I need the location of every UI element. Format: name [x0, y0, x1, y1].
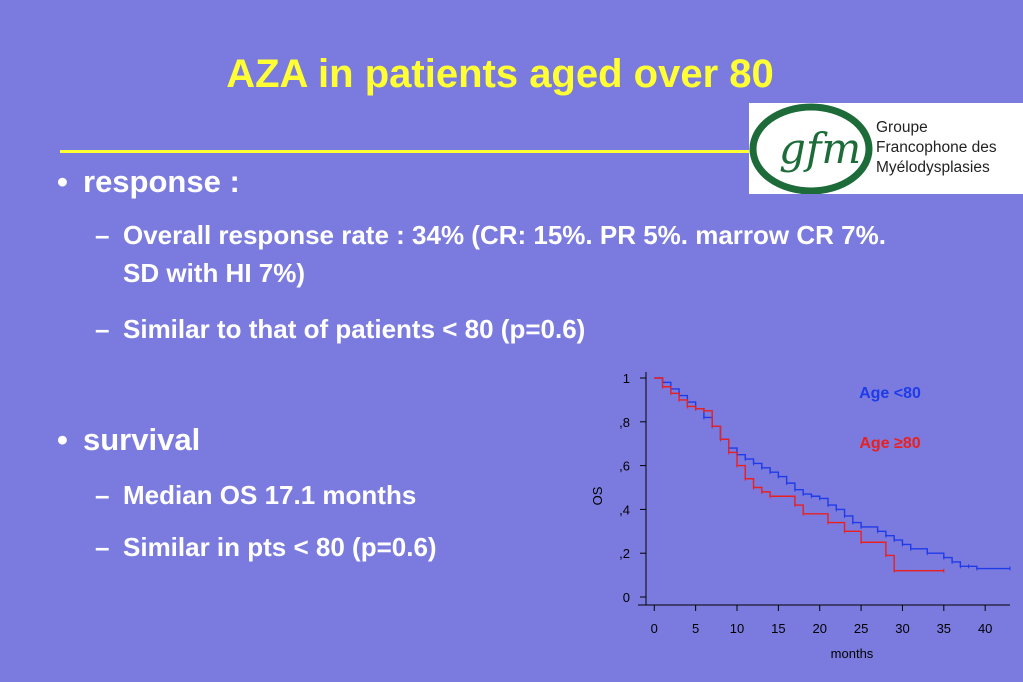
- logo-line-1: Groupe: [876, 119, 928, 136]
- sub-bullet-median-os-text: Median OS 17.1 months: [123, 480, 417, 510]
- sub-bullet-similar-survival-text: Similar in pts < 80 (p=0.6): [123, 532, 437, 562]
- legend-label: Age ≥80: [859, 435, 920, 452]
- bullet-symbol: •: [57, 164, 68, 199]
- sub-bullet-response-rate: – Overall response rate : 34% (CR: 15%. …: [95, 216, 923, 292]
- x-tick-label: 40: [978, 621, 992, 636]
- sub-bullet-similar-response-text: Similar to that of patients < 80 (p=0.6): [123, 314, 586, 344]
- bullet-survival: • survival: [57, 422, 201, 458]
- bullet-symbol: •: [57, 422, 68, 457]
- y-tick-label: 1: [623, 371, 630, 386]
- slide-title: AZA in patients aged over 80: [226, 52, 774, 96]
- sub-bullet-similar-response: – Similar to that of patients < 80 (p=0.…: [95, 310, 923, 348]
- chart-axes: 0 5 10 15 20 25 30 35 40 0 ,2 ,4 ,6 ,8 1: [619, 371, 1010, 636]
- x-tick-label: 0: [651, 621, 658, 636]
- y-tick-label: ,8: [619, 415, 630, 430]
- x-tick-label: 15: [771, 621, 785, 636]
- bullet-response-text: response :: [83, 164, 240, 199]
- survival-chart: 0 5 10 15 20 25 30 35 40 0 ,2 ,4 ,6 ,8 1 Age <80 Age ≥8…: [590, 371, 1011, 661]
- series-line: [654, 377, 1010, 570]
- x-tick-label: 30: [895, 621, 909, 636]
- x-tick-label: 35: [937, 621, 951, 636]
- logo-initials: gfm: [779, 124, 861, 173]
- bullet-survival-text: survival: [83, 422, 201, 457]
- title-underline: [60, 150, 750, 153]
- y-tick-label: ,2: [619, 546, 630, 561]
- logo-line-2: Francophone des: [876, 139, 997, 156]
- chart-series: [654, 377, 1011, 573]
- x-axis-label: months: [831, 646, 874, 661]
- logo-text: Groupe Francophone des Myélodysplasies: [876, 118, 997, 178]
- x-tick-label: 5: [692, 621, 699, 636]
- sub-bullet-median-os: – Median OS 17.1 months: [95, 476, 563, 514]
- y-axis-label: OS: [590, 486, 605, 505]
- y-tick-label: ,6: [619, 459, 630, 474]
- bullet-response: • response :: [57, 164, 240, 200]
- y-tick-label: 0: [623, 590, 630, 605]
- x-tick-label: 10: [730, 621, 744, 636]
- sub-bullet-symbol: –: [95, 314, 110, 344]
- series-line: [654, 377, 944, 572]
- sub-bullet-symbol: –: [95, 220, 110, 250]
- sub-bullet-symbol: –: [95, 480, 110, 510]
- logo-ring: [749, 103, 873, 194]
- sub-bullet-similar-survival: – Similar in pts < 80 (p=0.6): [95, 528, 563, 566]
- logo-line-3: Myélodysplasies: [876, 159, 990, 176]
- sub-bullet-symbol: –: [95, 532, 110, 562]
- x-tick-label: 25: [854, 621, 868, 636]
- sub-bullet-response-rate-text: Overall response rate : 34% (CR: 15%. PR…: [123, 220, 886, 288]
- gfm-logo: gfm Groupe Francophone des Myélodysplasi…: [749, 103, 1023, 194]
- logo-ring-inner: [770, 114, 864, 184]
- chart-legend: Age <80 Age ≥80: [859, 385, 921, 452]
- legend-label: Age <80: [859, 385, 921, 402]
- gfm-logo-mark: gfm: [749, 103, 873, 194]
- x-tick-label: 20: [812, 621, 826, 636]
- y-tick-label: ,4: [619, 502, 630, 517]
